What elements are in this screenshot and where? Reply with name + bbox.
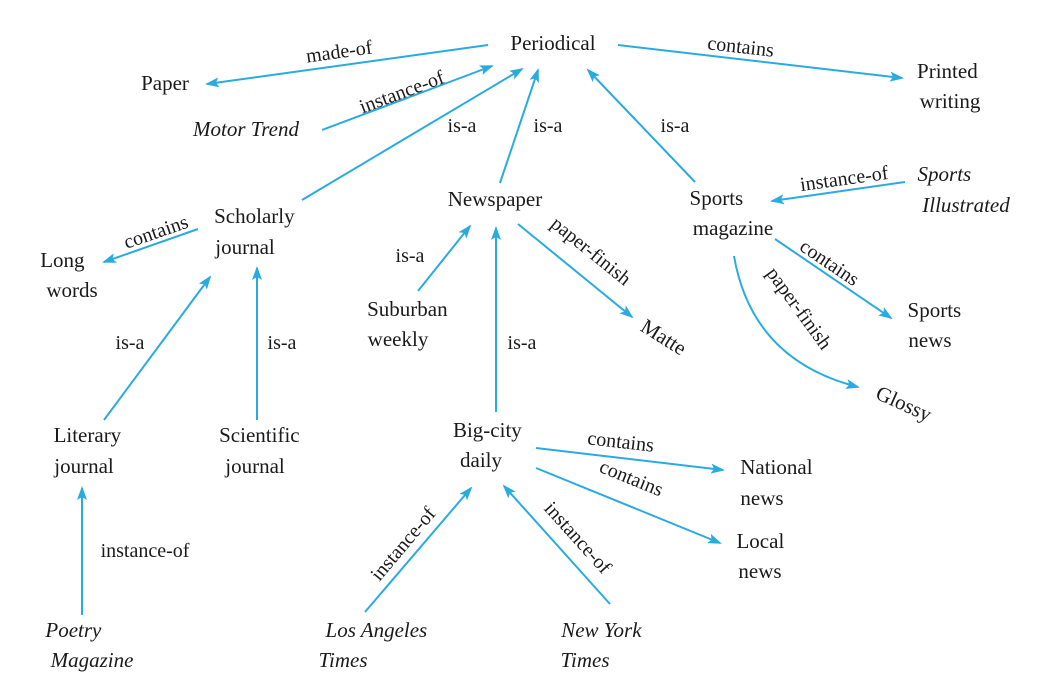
node-motor-trend: Motor Trend bbox=[192, 117, 299, 141]
label-is-a-sports-periodical: is-a bbox=[661, 115, 690, 137]
label-is-a-big-city: is-a bbox=[508, 332, 537, 354]
node-sports-news: Sports news bbox=[908, 298, 967, 352]
node-poetry-magazine: Poetry Magazine bbox=[44, 618, 133, 672]
label-is-a-newspaper-periodical: is-a bbox=[534, 115, 563, 137]
edge-sports-magazine-paper-finish-glossy bbox=[733, 255, 860, 389]
node-ny-times: New York Times bbox=[560, 618, 647, 672]
edge-sports-magazine-contains-sports-news bbox=[774, 238, 893, 320]
node-national-news: National news bbox=[740, 455, 818, 510]
label-instance-of-poetry-magazine: instance-of bbox=[101, 540, 190, 562]
node-printed-writing: Printed writing bbox=[917, 59, 983, 113]
edge-suburban-weekly-is-a-newspaper bbox=[417, 224, 472, 292]
edge-sports-illustrated-instance-of-sports-magazine bbox=[770, 181, 906, 205]
label-contains-sports-news: contains bbox=[796, 235, 864, 291]
node-matte: Matte bbox=[637, 314, 691, 360]
edges bbox=[77, 44, 906, 615]
node-paper: Paper bbox=[141, 71, 189, 95]
node-glossy: Glossy bbox=[872, 381, 936, 427]
label-instance-of-motor-trend: instance-of bbox=[356, 66, 447, 118]
label-is-a-scholarly-periodical: is-a bbox=[448, 115, 477, 137]
edge-motor-trend-instance-of-periodical bbox=[321, 65, 494, 131]
node-la-times: Los Angeles Times bbox=[318, 618, 432, 672]
node-scientific-journal: Scientific journal bbox=[219, 423, 305, 478]
edge-big-city-daily-contains-local-news bbox=[535, 467, 722, 544]
node-big-city-daily: Big-city daily bbox=[453, 418, 527, 472]
edge-newspaper-paper-finish-matte bbox=[517, 223, 634, 319]
edge-literary-journal-is-a-scholarly-journal bbox=[103, 275, 212, 421]
edge-periodical-contains-printed-writing bbox=[617, 44, 904, 82]
node-sports-illustrated: Sports Illustrated bbox=[918, 162, 1011, 217]
node-periodical: Periodical bbox=[510, 31, 595, 55]
node-local-news: Local news bbox=[736, 529, 789, 583]
edge-sports-magazine-is-a-periodical bbox=[586, 68, 696, 183]
label-is-a-literary: is-a bbox=[116, 332, 145, 354]
edge-ny-times-instance-of-big-city-daily bbox=[502, 484, 611, 605]
label-contains-long-words: contains bbox=[121, 211, 191, 254]
node-scholarly-journal: Scholarly journal bbox=[214, 204, 300, 259]
edge-la-times-instance-of-big-city-daily bbox=[364, 486, 473, 613]
edge-scholarly-journal-contains-long-words bbox=[102, 228, 199, 263]
label-instance-of-la-times: instance-of bbox=[366, 503, 440, 585]
label-contains-national-news: contains bbox=[586, 427, 655, 456]
edge-newspaper-is-a-periodical bbox=[499, 68, 539, 184]
node-newspaper: Newspaper bbox=[448, 187, 542, 211]
edge-big-city-daily-contains-national-news bbox=[535, 447, 725, 474]
edge-scholarly-journal-is-a-periodical bbox=[301, 67, 524, 201]
node-suburban-weekly: Suburban weekly bbox=[367, 297, 453, 351]
node-sports-magazine: Sports magazine bbox=[690, 186, 774, 240]
node-literary-journal: Literary journal bbox=[53, 423, 126, 478]
edge-periodical-made-of-paper bbox=[205, 44, 489, 88]
label-is-a-scientific: is-a bbox=[268, 332, 297, 354]
label-is-a-suburban: is-a bbox=[396, 245, 425, 267]
node-long-words: Long words bbox=[40, 248, 97, 302]
label-paper-finish-matte: paper-finish bbox=[546, 213, 635, 291]
